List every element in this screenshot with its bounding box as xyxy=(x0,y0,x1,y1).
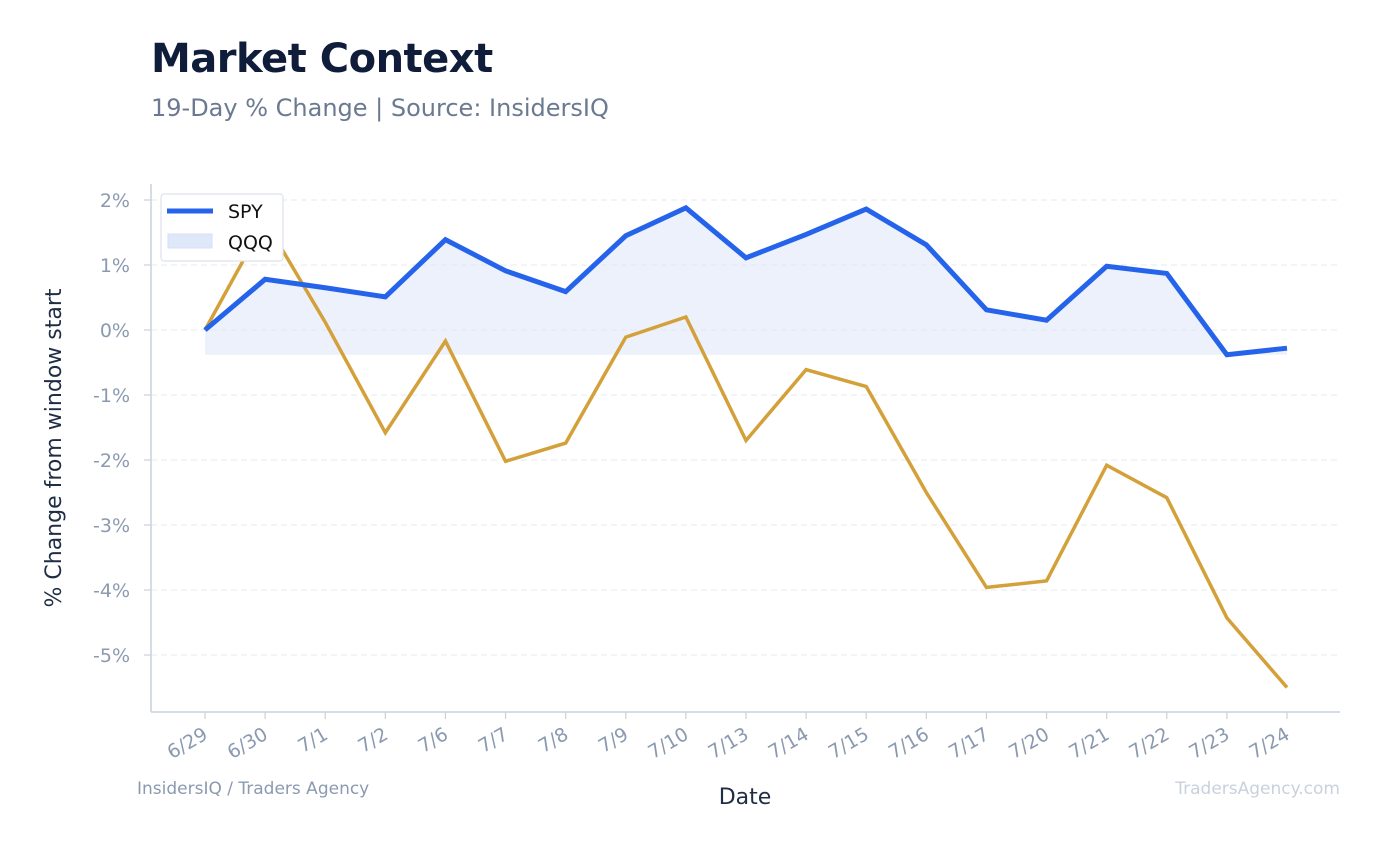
series-lines xyxy=(203,204,1289,689)
x-axis-label: Date xyxy=(719,785,772,810)
spy-fill-area xyxy=(205,207,1287,355)
x-tick-label: 6/30 xyxy=(224,723,272,763)
y-tick-label: -2% xyxy=(93,450,130,472)
footer-credit: InsidersIQ / Traders Agency xyxy=(137,779,370,799)
x-tick-label: 6/29 xyxy=(164,723,212,763)
y-tick-label: -4% xyxy=(93,580,130,602)
spy-area-fill xyxy=(205,207,1287,355)
y-tick-label: -5% xyxy=(93,645,130,667)
x-tick-label: 7/24 xyxy=(1246,723,1294,763)
x-tick-label: 7/1 xyxy=(294,723,331,757)
legend-spy-label: SPY xyxy=(228,201,263,223)
legend: SPY QQQ xyxy=(160,193,284,262)
x-tick-label: 7/17 xyxy=(945,723,993,763)
legend-qqq-swatch xyxy=(167,233,213,249)
x-tick-label: 7/6 xyxy=(414,723,451,757)
x-tick-label: 7/10 xyxy=(644,723,692,763)
x-tick-label: 7/2 xyxy=(354,723,391,757)
x-tick-label: 7/20 xyxy=(1005,723,1053,763)
chart-title: Market Context xyxy=(151,36,493,82)
y-tick-label: 0% xyxy=(100,320,130,342)
y-axis-label: % Change from window start xyxy=(42,288,67,607)
footer-watermark: TradersAgency.com xyxy=(1175,779,1340,799)
x-tick-label: 7/21 xyxy=(1065,723,1113,763)
y-tick-labels: 2% 1% 0% -1% -2% -3% -4% -5% xyxy=(93,190,130,667)
y-tick-label: -3% xyxy=(93,515,130,537)
x-tick-label: 7/14 xyxy=(765,723,813,763)
x-tick-label: 7/9 xyxy=(595,723,632,757)
legend-qqq-label: QQQ xyxy=(228,232,273,254)
x-tick-label: 7/15 xyxy=(825,723,873,763)
y-tick-label: 1% xyxy=(100,255,130,277)
x-tick-label: 7/23 xyxy=(1185,723,1233,763)
grid-lines xyxy=(151,199,1340,656)
x-tick-label: 7/16 xyxy=(885,723,933,763)
y-tick-label: -1% xyxy=(93,385,130,407)
x-tick-labels: 6/29 6/30 7/1 7/2 7/6 7/7 7/8 7/9 7/10 7/13 7/14 7/… xyxy=(164,723,1294,763)
y-tick-label: 2% xyxy=(100,190,130,212)
x-tick-label: 7/22 xyxy=(1125,723,1173,763)
x-tick-label: 7/8 xyxy=(535,723,572,757)
chart-subtitle: 19-Day % Change | Source: InsidersIQ xyxy=(151,94,609,122)
axes xyxy=(144,184,1340,719)
x-tick-label: 7/7 xyxy=(475,723,512,757)
x-tick-label: 7/13 xyxy=(705,723,753,763)
